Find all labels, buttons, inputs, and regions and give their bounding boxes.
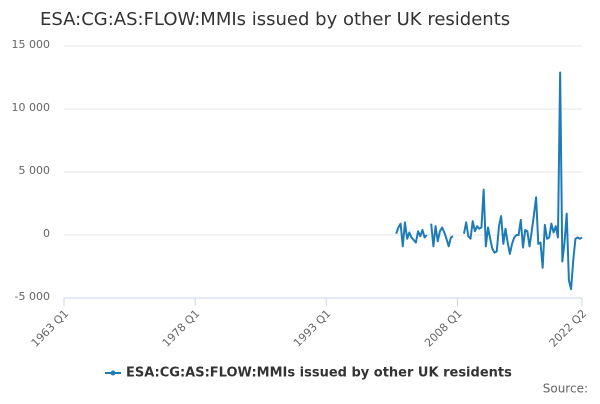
x-tick-label: 1993 Q1	[291, 307, 334, 350]
y-tick-label: 10 000	[12, 101, 51, 114]
legend-label: ESA:CG:AS:FLOW:MMIs issued by other UK r…	[126, 366, 512, 381]
chart-title: ESA:CG:AS:FLOW:MMIs issued by other UK r…	[40, 9, 510, 30]
x-tick-label: 1978 Q1	[160, 307, 203, 350]
x-tick-label: 2008 Q1	[422, 307, 465, 350]
x-tick-label: 2022 Q2	[547, 307, 590, 350]
legend-marker	[110, 370, 116, 376]
x-tick-label: 1963 Q1	[29, 307, 72, 350]
y-tick-label: 5 000	[19, 164, 51, 177]
data-line	[395, 71, 583, 291]
source: Source:	[543, 382, 588, 396]
y-tick-label: -5 000	[15, 290, 50, 303]
y-tick-label: 15 000	[12, 38, 51, 51]
y-tick-label: 0	[43, 227, 50, 240]
